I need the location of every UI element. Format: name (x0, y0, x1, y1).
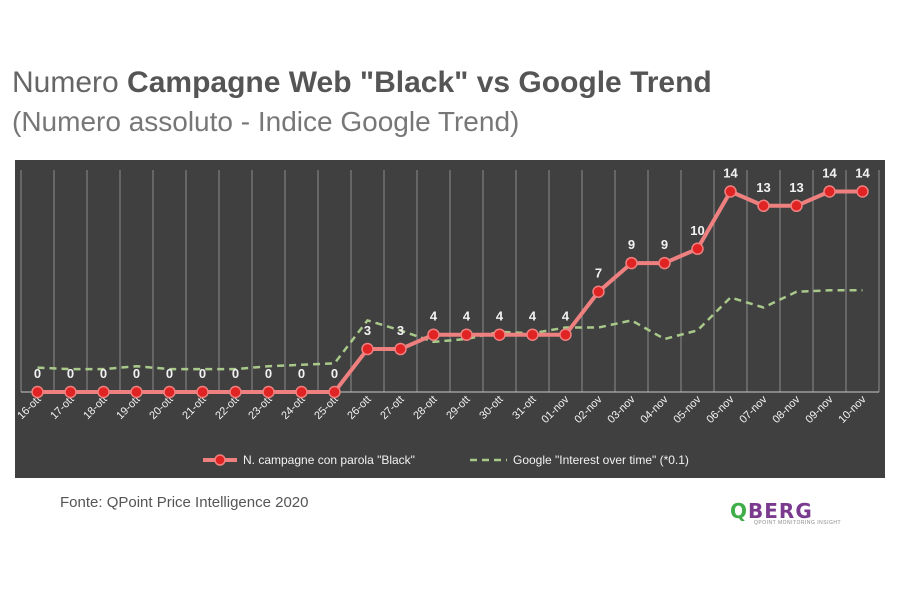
data-point (823, 185, 836, 198)
data-label: 7 (595, 266, 602, 281)
data-label: 13 (756, 180, 770, 195)
legend-marker-campaigns (214, 454, 226, 466)
data-label: 0 (232, 366, 239, 381)
chart-title-block: Numero Campagne Web "Black" vs Google Tr… (12, 66, 712, 138)
x-tick-label: 31-ott (510, 394, 538, 422)
data-label: 0 (199, 366, 206, 381)
data-label: 4 (463, 309, 471, 324)
x-tick-label: 04-nov (638, 393, 671, 426)
x-tick-label: 07-nov (737, 393, 770, 426)
data-point (130, 385, 143, 399)
data-label: 4 (496, 309, 504, 324)
qberg-logo: QBERG QPOINT MONITORING INSIGHT (730, 499, 842, 526)
x-tick-label: 01-nov (539, 393, 572, 426)
data-label: 0 (67, 366, 74, 381)
data-label: 9 (628, 237, 635, 252)
data-label: 14 (822, 165, 837, 180)
data-label: 0 (34, 366, 41, 381)
data-point (295, 385, 308, 399)
data-label: 14 (723, 165, 738, 180)
data-point (196, 385, 209, 399)
chart-panel: 16-ott 17-ott 18-ott 19-ott 20-ott 21-ott 22-o… (15, 160, 885, 478)
data-point (427, 328, 440, 341)
data-point (757, 199, 770, 213)
data-point (460, 328, 473, 341)
x-tick-label: 09-nov (803, 393, 836, 426)
data-label: 10 (690, 223, 704, 238)
data-label: 0 (100, 366, 107, 381)
data-point (691, 242, 704, 256)
data-label: 0 (331, 366, 338, 381)
data-point (493, 328, 506, 341)
data-point (229, 385, 242, 399)
data-label: 9 (661, 237, 668, 252)
data-point (163, 385, 176, 399)
x-tick-label: 06-nov (704, 393, 737, 426)
data-label: 13 (789, 180, 803, 195)
x-tick-label: 10-nov (836, 393, 869, 426)
data-label: 3 (397, 323, 404, 338)
data-label: 0 (298, 366, 305, 381)
data-point (625, 256, 638, 270)
x-tick-label: 27-ott (378, 394, 406, 422)
x-tick-label: 28-ott (411, 394, 439, 422)
data-point (559, 328, 572, 341)
chart-title-bold: Campagne Web "Black" vs Google Trend (127, 66, 712, 99)
line-chart: 16-ott 17-ott 18-ott 19-ott 20-ott 21-ott 22-o… (15, 165, 880, 467)
chart-subtitle: (Numero assoluto - Indice Google Trend) (12, 106, 520, 137)
data-point (328, 385, 341, 399)
x-tick-label: 05-nov (671, 393, 704, 426)
data-point (592, 285, 605, 298)
legend-label-campaigns: N. campagne con parola "Black" (243, 453, 415, 467)
data-label: 4 (562, 309, 570, 324)
data-point (97, 385, 110, 399)
data-label: 14 (855, 165, 870, 180)
data-point (31, 385, 44, 399)
legend-label-google: Google "Interest over time" (*0.1) (513, 453, 689, 467)
data-point (361, 342, 374, 356)
x-tick-label: 02-nov (572, 393, 605, 426)
data-label: 4 (430, 309, 438, 324)
data-label: 0 (265, 366, 272, 381)
data-point (724, 185, 737, 198)
data-point (394, 342, 407, 356)
x-tick-label: 08-nov (770, 393, 803, 426)
data-point (658, 256, 671, 270)
series-line-google (37, 289, 863, 371)
chart-title-light: Numero (12, 66, 128, 99)
x-tick-label: 29-ott (444, 394, 472, 422)
chart-title: Numero Campagne Web "Black" vs Google Tr… (12, 66, 712, 100)
data-point (790, 199, 803, 213)
x-tick-label: 03-nov (605, 393, 638, 426)
data-label: 0 (133, 366, 140, 381)
data-point (856, 185, 869, 198)
data-label: 4 (529, 309, 537, 324)
source-note: Fonte: QPoint Price Intelligence 2020 (60, 494, 309, 511)
data-point (64, 385, 77, 399)
data-label: 3 (364, 323, 371, 338)
x-tick-label: 30-ott (477, 394, 505, 422)
data-point (526, 328, 539, 341)
data-label: 0 (166, 366, 173, 381)
x-tick-label: 26-ott (345, 394, 373, 422)
data-point (262, 385, 275, 399)
